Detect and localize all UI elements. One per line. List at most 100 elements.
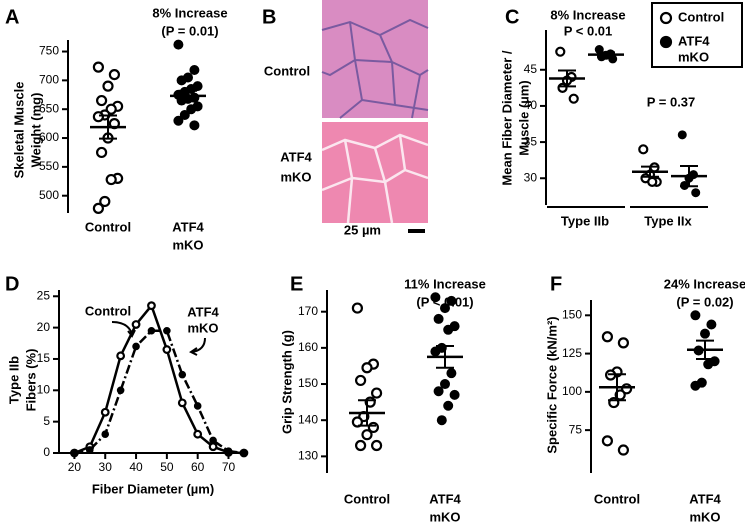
x-tick-label: Control — [85, 219, 131, 234]
y-tick-label: 20 — [37, 320, 51, 334]
y-tick-label: 35 — [524, 134, 538, 148]
y-tick-label: 0 — [43, 445, 50, 459]
annotation: P < 0.01 — [564, 23, 613, 38]
data-point — [186, 104, 197, 115]
data-point — [177, 398, 187, 408]
data-point — [449, 389, 460, 400]
data-point — [371, 387, 383, 399]
data-point — [351, 416, 363, 428]
y-tick-label: 10 — [37, 382, 51, 396]
y-tick-label: 15 — [37, 351, 51, 365]
data-point — [193, 429, 203, 439]
panel-letter: A — [5, 6, 19, 28]
data-point — [446, 368, 457, 379]
sem-bar — [696, 339, 714, 360]
x-tick-label: mKO — [689, 509, 720, 524]
x-tick-label: ATF4 — [172, 219, 204, 234]
data-point — [691, 188, 701, 198]
annotation: (P = 0.01) — [161, 23, 218, 38]
data-point — [371, 439, 383, 452]
sem-bar — [558, 69, 576, 88]
series-label: Control — [85, 303, 131, 318]
data-point — [601, 435, 614, 447]
data-point — [100, 407, 110, 417]
y-tick-label: 500 — [39, 188, 59, 202]
histology-images — [321, 0, 429, 233]
data-point — [105, 173, 117, 186]
data-point — [617, 444, 630, 456]
x-tick-label: ATF4 — [429, 491, 461, 506]
x-tick-label: Type IIx — [644, 213, 692, 228]
data-point — [70, 449, 79, 457]
data-point — [95, 146, 108, 159]
panel-b-label: Control — [264, 63, 310, 78]
y-axis-label: Muscle (µm) — [516, 80, 531, 155]
y-tick-label: 150 — [298, 376, 318, 390]
y-tick-label: 5 — [43, 414, 50, 428]
data-point — [208, 442, 218, 452]
y-tick-label: 750 — [39, 44, 59, 58]
panel-letter: E — [290, 273, 303, 295]
data-point — [147, 326, 156, 335]
data-point — [446, 295, 457, 306]
data-point — [440, 303, 450, 314]
data-point — [101, 430, 110, 438]
sem-bar — [641, 165, 659, 178]
data-point — [86, 446, 94, 454]
sem-bar — [99, 114, 117, 140]
scale-bar — [408, 229, 425, 233]
data-point — [703, 359, 714, 370]
annotation: P = 0.37 — [647, 94, 696, 109]
data-point — [361, 429, 373, 441]
y-tick-label: 160 — [298, 340, 318, 354]
data-point — [430, 292, 441, 303]
data-point — [92, 111, 105, 123]
data-point — [677, 130, 687, 140]
data-point — [690, 310, 701, 321]
y-tick-label: 130 — [298, 449, 318, 463]
legend-label: mKO — [678, 49, 709, 64]
sem-bar — [608, 373, 626, 402]
data-point — [638, 144, 649, 155]
data-point — [430, 346, 441, 357]
data-point — [690, 380, 701, 391]
panel-letter: D — [5, 273, 19, 295]
y-tick-label: 45 — [524, 62, 538, 76]
data-point — [433, 386, 444, 397]
fiber-outlines — [321, 18, 429, 119]
data-point — [193, 402, 202, 410]
data-point — [162, 345, 172, 354]
x-tick-label: Type IIb — [561, 213, 609, 228]
y-tick-label: 600 — [39, 130, 59, 144]
y-axis-label: Specific Force (kN/m²) — [544, 316, 559, 453]
x-tick-label: 40 — [129, 460, 143, 474]
data-point — [700, 328, 710, 339]
y-tick-label: 100 — [562, 384, 582, 398]
x-tick-label: 70 — [222, 460, 236, 474]
x-tick-label: Control — [344, 491, 390, 506]
y-axis-label: Type IIb — [6, 356, 21, 404]
data-point — [178, 370, 187, 379]
x-tick-label: Control — [594, 491, 640, 506]
data-point — [617, 337, 630, 349]
y-axis-label: Weight (mg) — [28, 93, 43, 168]
annotation: 8% Increase — [550, 7, 625, 22]
data-point — [176, 75, 187, 86]
x-axis-label: Fiber Diameter (µm) — [92, 481, 214, 496]
sem-bar — [680, 164, 698, 188]
series-label: ATF4 — [187, 304, 219, 319]
data-point — [555, 46, 566, 57]
y-tick-label: 140 — [298, 412, 318, 426]
y-tick-label: 75 — [569, 422, 583, 436]
panel-b-label: mKO — [280, 169, 311, 184]
data-point — [131, 320, 141, 329]
scale-bar-label: 25 µm — [344, 222, 381, 237]
y-tick-label: 30 — [524, 170, 538, 184]
legend-label: Control — [678, 9, 724, 24]
y-tick-label: 25 — [37, 288, 51, 302]
data-point — [443, 400, 454, 411]
data-point — [361, 362, 373, 374]
panel-letter: F — [550, 273, 562, 295]
y-tick-label: 700 — [39, 73, 59, 87]
